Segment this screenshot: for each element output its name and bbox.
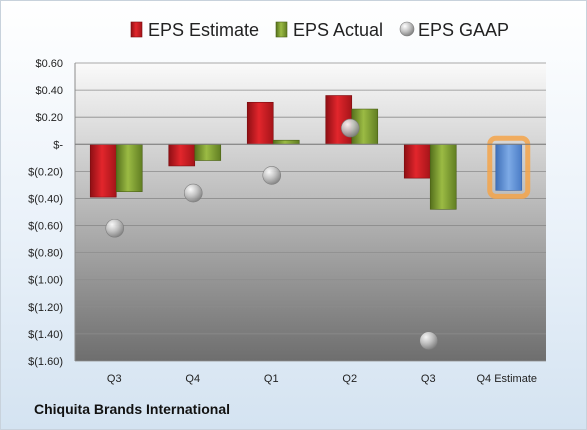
gaap-point: [262, 166, 282, 185]
legend-label: EPS Actual: [293, 20, 383, 40]
x-axis: Q3 Q4 Q1 Q2 Q3 Q4 Estimate: [107, 373, 537, 385]
legend-swatch: [399, 21, 415, 37]
y-tick-label: $0.20: [35, 112, 63, 124]
gridlines: [75, 62, 546, 362]
gaap-points: [105, 118, 439, 350]
bar-eps-estimate: [89, 143, 117, 198]
bar-eps-actual: [115, 143, 143, 192]
bar-eps-actual: [194, 143, 222, 161]
legend-swatch: [130, 21, 143, 38]
y-tick-label: $0.60: [35, 58, 63, 70]
bar-eps-estimate: [168, 143, 196, 167]
y-tick-label: $-: [53, 139, 63, 151]
y-tick-label: $(0.80): [28, 248, 63, 260]
plot-area: [75, 63, 546, 361]
y-tick-label: $(1.00): [28, 275, 63, 287]
bar-eps-actual: [272, 139, 300, 145]
y-tick-label: $(0.60): [28, 221, 63, 233]
legend-label: EPS GAAP: [418, 20, 509, 40]
x-tick-label: Q4: [185, 373, 200, 385]
x-tick-label: Q2: [342, 373, 357, 385]
y-tick-label: $(1.20): [28, 302, 63, 314]
gaap-point: [105, 218, 125, 238]
legend-swatch: [275, 21, 288, 38]
legend: EPS Estimate EPS Actual EPS GAAP: [130, 20, 509, 40]
bar-eps-estimate: [246, 101, 274, 145]
bar-q4-estimate: [495, 143, 523, 191]
gaap-point: [340, 118, 360, 138]
x-tick-label: Q1: [264, 373, 279, 385]
company-name: Chiquita Brands International: [34, 401, 231, 417]
y-tick-label: $0.40: [35, 85, 63, 97]
estimate-highlight: [487, 135, 531, 199]
bar-eps-estimate: [403, 143, 431, 179]
y-tick-label: $(1.40): [28, 329, 63, 341]
legend-label: EPS Estimate: [148, 20, 259, 40]
y-axis: $0.60 $0.40 $0.20 $- $(0.20) $(0.40) $(0.60) $(…: [28, 58, 76, 368]
bar-eps-actual: [429, 143, 457, 210]
y-tick-label: $(1.60): [28, 356, 63, 368]
bars: [75, 95, 546, 210]
x-tick-label: Q3: [421, 373, 436, 385]
y-tick-label: $(0.40): [28, 193, 63, 205]
gaap-point: [183, 183, 203, 203]
legend-item: EPS Estimate: [130, 20, 259, 40]
legend-item: EPS Actual: [275, 20, 383, 40]
gaap-point: [419, 331, 439, 350]
x-tick-label: Q3: [107, 373, 122, 385]
x-tick-label: Q4 Estimate: [476, 373, 537, 385]
y-tick-label: $(0.20): [28, 166, 63, 178]
legend-item: EPS GAAP: [399, 20, 509, 40]
